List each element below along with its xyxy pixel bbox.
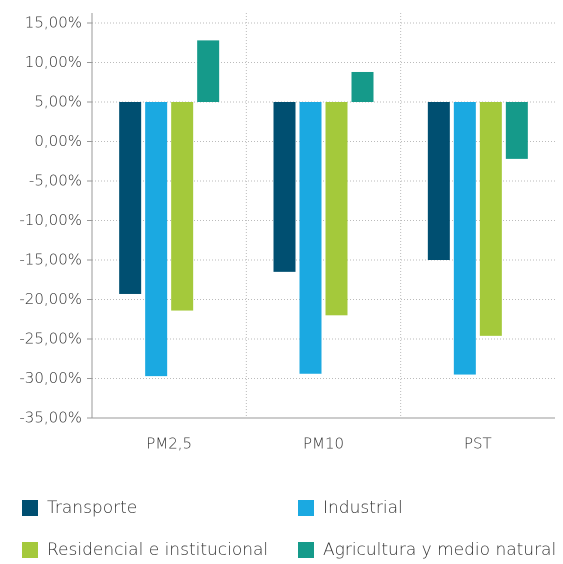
bar <box>119 102 142 294</box>
y-tick-label: -5,00% <box>29 172 82 190</box>
y-tick-label: -35,00% <box>19 409 82 427</box>
legend-swatch <box>22 542 38 558</box>
legend-label: Agricultura y medio natural <box>323 540 556 560</box>
legend-label: Transporte <box>47 498 137 518</box>
legend-label: Residencial e institucional <box>47 540 268 560</box>
y-tick-label: -20,00% <box>19 290 82 308</box>
bar <box>325 102 348 316</box>
bar <box>145 102 168 377</box>
x-tick-label: PST <box>464 435 492 453</box>
legend-swatch <box>22 500 38 516</box>
y-tick-label: 0,00% <box>34 132 82 150</box>
bar <box>351 71 374 102</box>
y-tick-label: -25,00% <box>19 330 82 348</box>
x-tick-label: PM10 <box>303 435 344 453</box>
bar <box>171 102 194 311</box>
bar <box>479 102 502 336</box>
x-tick-label: PM2,5 <box>146 435 192 453</box>
bar <box>273 102 296 272</box>
y-tick-label: 5,00% <box>34 93 82 111</box>
bar <box>505 102 528 159</box>
y-tick-label: 10,00% <box>25 53 82 71</box>
legend-label: Industrial <box>323 498 403 518</box>
y-tick-label: -15,00% <box>19 251 82 269</box>
y-tick-label: 15,00% <box>25 14 82 32</box>
bar <box>197 40 220 102</box>
legend-swatch <box>298 542 314 558</box>
y-tick-label: -30,00% <box>19 369 82 387</box>
y-tick-label: -10,00% <box>19 211 82 229</box>
bar <box>453 102 476 375</box>
bar <box>299 102 322 374</box>
bar <box>427 102 450 260</box>
legend-swatch <box>298 500 314 516</box>
